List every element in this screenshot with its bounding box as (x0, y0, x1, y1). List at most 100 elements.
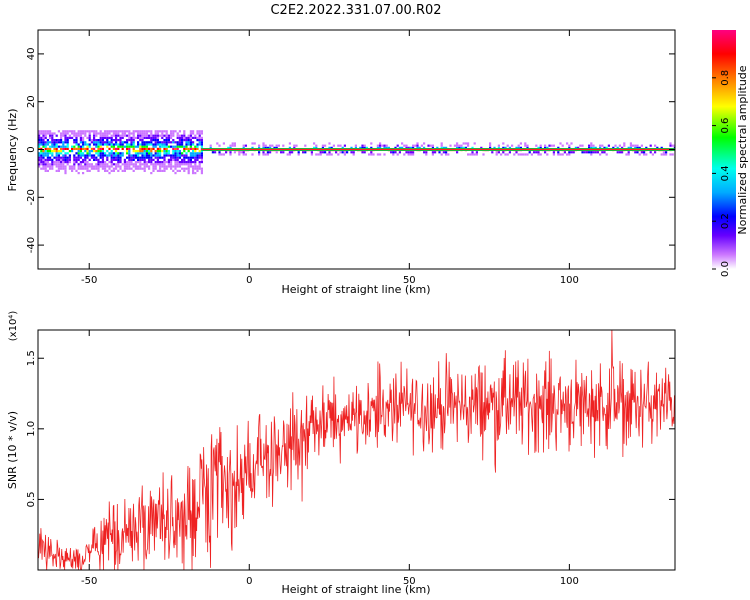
spectrogram-cell (121, 134, 124, 137)
colorbar-tick-label: 0.0 (720, 261, 731, 277)
spectrogram-cell (46, 154, 49, 157)
spectrogram-cell (38, 147, 41, 150)
spectrogram-cell (258, 146, 261, 149)
spectrogram-cell (64, 158, 67, 161)
spectrogram-cell (185, 147, 188, 150)
spectrogram-cell (649, 151, 652, 154)
spectrogram-cell (172, 132, 175, 135)
spectrogram-cell (77, 158, 80, 161)
spectrogram-cell (590, 153, 593, 156)
spectrogram-cell (137, 150, 140, 153)
y-tick-label: 0 (26, 146, 37, 152)
spectrogram-cell (121, 141, 124, 144)
spectrogram-cell (165, 145, 168, 148)
spectrogram-cell (62, 167, 65, 170)
spectrogram-cell (181, 158, 184, 161)
spectrogram-cell (40, 130, 43, 133)
x-tick-label: 50 (403, 576, 416, 587)
spectrogram-cell (62, 130, 65, 133)
spectrogram-cell (152, 145, 155, 148)
spectrogram-cell (112, 156, 115, 159)
spectrogram-cell (187, 169, 190, 172)
spectrogram-cell (49, 136, 52, 139)
snr-series-line (38, 330, 675, 570)
spectrogram-cell (137, 130, 140, 133)
spectrogram-cell (139, 139, 142, 142)
spectrogram-cell (273, 146, 276, 149)
spectrogram-cell (132, 132, 135, 135)
spectrogram-cell (495, 153, 498, 156)
x-tick-label: 100 (560, 275, 579, 286)
spectrogram-cell (174, 156, 177, 159)
spectrogram-cell (605, 146, 608, 149)
spectrogram-cell (143, 132, 146, 135)
spectrogram-cell (82, 132, 85, 135)
spectrogram-cell (412, 153, 415, 156)
spectrogram-cell (101, 167, 104, 170)
spectrogram-cell (539, 144, 542, 147)
spectrogram-cell (108, 141, 111, 144)
spectrogram-cell (654, 151, 657, 154)
spectrogram-cell (651, 153, 654, 156)
spectrogram-cell (539, 153, 542, 156)
spectrogram-cell (513, 153, 516, 156)
spectrogram-cell (137, 156, 140, 159)
spectrogram-cell (79, 134, 82, 137)
spectrogram-cell (51, 161, 54, 164)
spectrogram-cell (150, 172, 153, 175)
spectrogram-cell (137, 158, 140, 161)
spectrogram-cell (517, 153, 520, 156)
spectrogram-cell (141, 156, 144, 159)
spectrogram-cell (258, 151, 261, 154)
spectrogram-cell (176, 169, 179, 172)
spectrogram-cell (88, 150, 91, 153)
spectrogram-cell (286, 153, 289, 156)
spectrogram-cell (159, 150, 162, 153)
spectrogram-cell (418, 146, 421, 149)
spectrogram-cell (38, 165, 41, 168)
spectrogram-cell (51, 134, 54, 137)
spectrogram-cell (112, 152, 115, 155)
spectrogram-cell (264, 144, 267, 147)
spectrogram-cell (128, 152, 131, 155)
spectrogram-cell (106, 169, 109, 172)
spectrogram-cell (121, 152, 124, 155)
spectrogram-cell (143, 130, 146, 133)
spectrogram-cell (643, 151, 646, 154)
spectrogram-cell (115, 132, 118, 135)
spectrogram-cell (187, 136, 190, 139)
y-tick-label: 1.5 (26, 350, 37, 366)
spectrogram-cell (106, 145, 109, 148)
spectrogram-cell (110, 136, 113, 139)
spectrogram-cell (90, 154, 93, 157)
spectrogram-cell (55, 161, 58, 164)
spectrogram-cell (154, 143, 157, 146)
spectrogram-cell (568, 151, 571, 154)
spectrogram-cell (141, 141, 144, 144)
spectrogram-cell (621, 146, 624, 149)
spectrogram-cell (130, 132, 133, 135)
spectrogram-cell (64, 139, 67, 142)
spectrogram-cell (189, 141, 192, 144)
spectrogram-cell (90, 147, 93, 150)
spectrogram-cell (423, 146, 426, 149)
spectrogram-cell (126, 167, 129, 170)
spectrogram-cell (126, 130, 129, 133)
x-tick-label: 50 (403, 275, 416, 286)
spectrogram-cell (128, 161, 131, 164)
spectrogram-cell (673, 146, 675, 149)
spectrogram-cell (44, 163, 47, 166)
spectrogram-cell (141, 163, 144, 166)
spectrogram-cell (73, 130, 76, 133)
spectrogram-cell (634, 146, 637, 149)
spectrogram-cell (57, 139, 60, 142)
spectrogram-cell (376, 144, 379, 147)
spectrogram-cell (156, 154, 159, 157)
spectrogram-cell (192, 169, 195, 172)
spectrogram-cell (143, 136, 146, 139)
spectrogram-cell (277, 144, 280, 147)
spectrogram-cell (132, 150, 135, 153)
spectrogram-cell (93, 136, 96, 139)
spectrogram-cell (101, 132, 104, 135)
